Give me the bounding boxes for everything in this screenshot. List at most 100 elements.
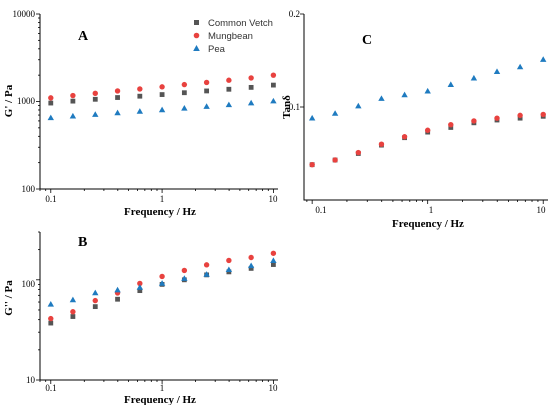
panel-a-point-pea [270,97,277,104]
legend-marker-pea [193,45,200,51]
panel-a-point-pea [69,112,77,119]
panel-b-point-mungbean [248,254,254,261]
panel-a-xtick-10: 10 [269,194,279,204]
panel-b-point-pea [92,289,99,296]
panel-b-point-common-vetch [48,320,54,326]
panel-b-axes [39,232,278,381]
panel-c-point-pea [331,110,339,116]
legend-marker-mungbean [193,32,200,39]
panel-a-point-mungbean [203,79,210,86]
panel-c-point-pea [355,102,362,109]
panel-a-ylabel: G' / Pa [3,84,15,117]
panel-c-point-pea [493,68,501,74]
panel-c: 0.2 0.1 0.1 1 10 Frequency / Hz Tanδ C [281,9,548,230]
panel-b-ticks [36,231,274,384]
panel-a-point-common-vetch [226,86,232,92]
panel-b-xlabel: Frequency / Hz [124,394,196,405]
panel-c-point-mungbean [517,112,523,119]
panel-b-point-common-vetch [92,304,98,310]
panel-c-ticks [300,13,544,204]
panel-b-ytick-10: 10 [26,375,36,385]
panel-b-point-common-vetch [137,288,143,294]
panel-b-point-common-vetch [248,265,254,271]
panel-c-point-mungbean [355,149,362,156]
panel-a-tag: A [78,29,89,44]
panel-b: 100 10 0.1 1 10 Frequency / Hz G'' / Pa … [3,231,278,405]
panel-b-point-mungbean [48,315,54,322]
panel-c-point-pea [540,56,547,62]
panel-a-point-mungbean [70,92,76,99]
panel-a-point-mungbean [114,88,121,94]
panel-b-point-mungbean [159,273,165,280]
panel-c-point-pea [516,63,524,70]
panel-c-marks [308,56,547,168]
panel-a-xtick-1: 1 [160,194,165,204]
panel-b-marks [47,250,277,326]
panel-b-point-common-vetch [115,296,120,302]
panel-c-point-pea [308,114,316,121]
panel-c-ytick-0.2: 0.2 [289,9,300,19]
panel-c-point-pea [470,74,478,81]
panel-a-point-mungbean [48,95,54,101]
legend: Common Vetch Mungbean Pea [193,18,273,55]
panel-a-point-pea [114,109,121,116]
panel-b-point-common-vetch [70,314,76,319]
panel-a-point-pea [181,105,188,111]
panel-c-point-pea [401,91,408,98]
legend-marker-common-vetch [194,20,199,25]
panel-b-point-mungbean [270,250,277,256]
panel-a-point-mungbean [92,90,98,97]
panel-b-tag: B [78,235,87,250]
panel-a-ytick-1000: 1000 [17,96,36,106]
panel-a-point-common-vetch [204,88,210,94]
panel-b-point-mungbean [203,262,210,268]
panel-b-point-mungbean [226,257,232,264]
panel-c-point-mungbean [309,161,315,168]
panel-b-point-pea [136,284,144,290]
panel-a-point-common-vetch [248,84,254,90]
panel-c-point-pea [447,81,454,87]
panel-b-ytick-100: 100 [22,279,36,289]
panel-a-point-mungbean [248,75,254,81]
panel-a-point-common-vetch [159,92,165,97]
panel-b-point-pea [158,280,166,286]
panel-a-ytick-100: 100 [22,184,36,194]
panel-a-point-common-vetch [92,96,98,102]
panel-b-xtick-0.1: 0.1 [45,383,56,393]
panel-c-xtick-0.1: 0.1 [315,205,326,215]
panel-b-point-pea [47,300,54,307]
panel-c-point-common-vetch [448,125,454,130]
panel-a-point-mungbean [181,81,188,88]
panel-c-xlabel: Frequency / Hz [392,218,464,230]
panel-a-point-mungbean [159,84,165,90]
panel-b-point-pea [114,286,121,293]
panel-a-ticks [36,13,274,193]
panel-c-point-mungbean [401,134,408,140]
panel-b-point-mungbean [70,309,76,315]
panel-c-ylabel: Tanδ [281,95,293,119]
panel-a-point-common-vetch [137,93,143,99]
panel-b-point-mungbean [181,267,188,274]
panel-a-point-pea [92,111,99,117]
panel-c-point-mungbean [494,115,500,121]
panel-b-ylabel: G'' / Pa [3,280,15,316]
legend-label-common-vetch: Common Vetch [208,18,273,29]
panel-a-point-common-vetch [270,82,276,88]
panel-a-ytick-10000: 10000 [13,9,36,19]
panel-a-marks [47,72,277,121]
panel-a-point-pea [136,108,144,114]
panel-a-point-common-vetch [181,90,187,96]
panel-a-point-pea [47,114,54,121]
panel-a-point-pea [225,101,233,108]
panel-b-point-pea [247,262,255,269]
panel-a: 10000 1000 100 0.1 1 10 Frequency / Hz G… [3,9,278,218]
panel-c-point-pea [424,87,431,94]
panel-a-point-common-vetch [70,98,76,104]
panel-c-point-pea [378,95,385,101]
panel-a-point-mungbean [226,77,232,83]
legend-label-mungbean: Mungbean [208,31,253,42]
panel-c-point-mungbean [448,121,454,128]
panel-c-point-common-vetch [517,115,523,121]
panel-a-point-mungbean [137,86,143,92]
